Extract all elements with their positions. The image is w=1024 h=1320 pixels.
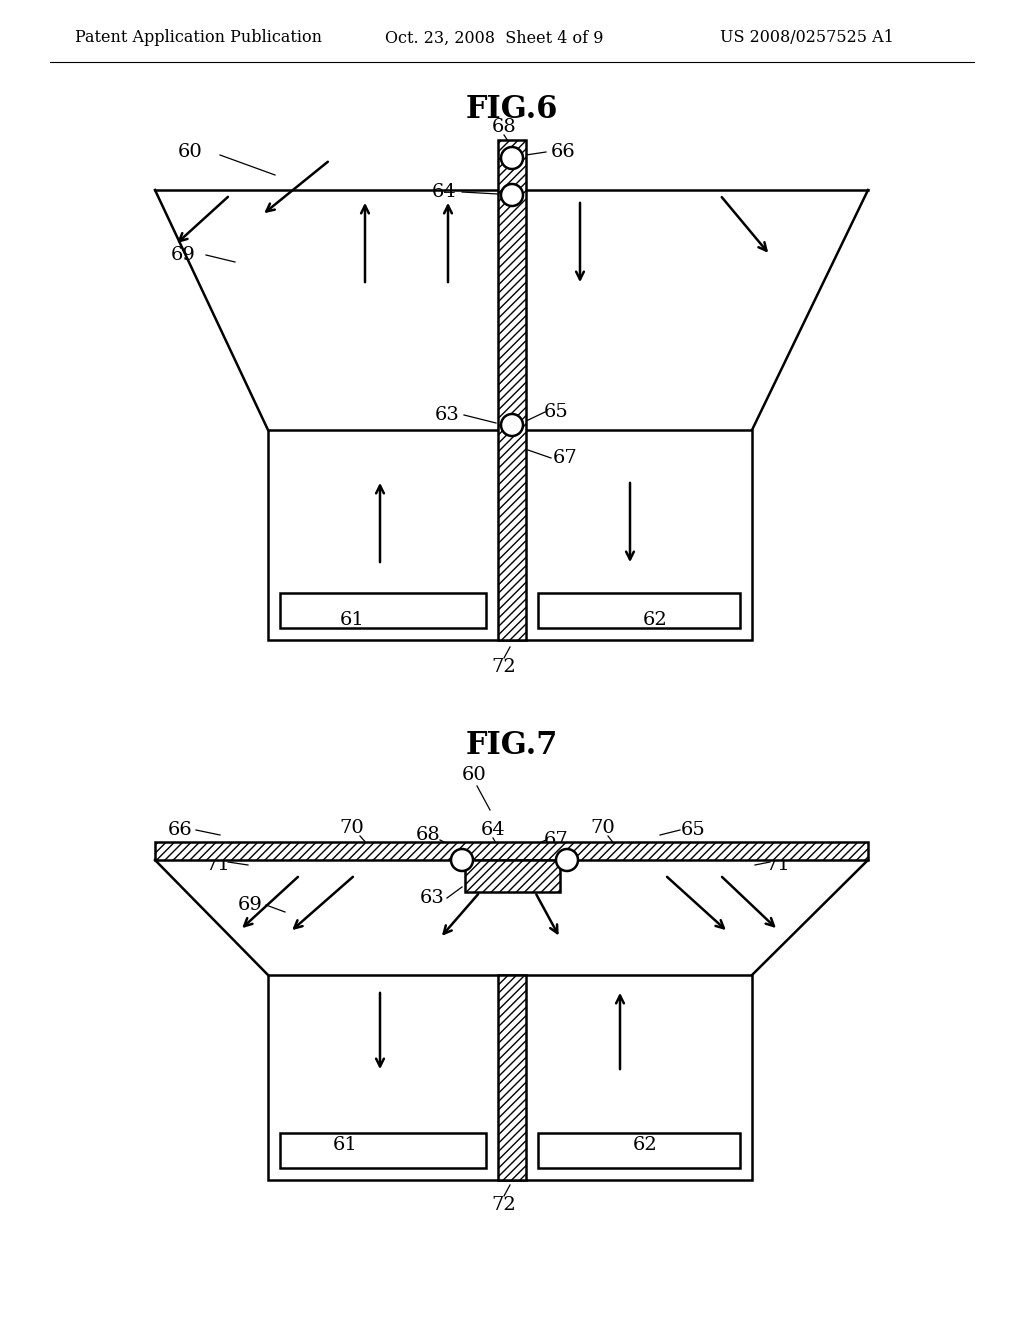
Bar (280, 1133, 486, 1168)
Text: 68: 68 (416, 826, 440, 843)
Text: 65: 65 (681, 821, 706, 840)
Polygon shape (465, 861, 560, 892)
Text: 69: 69 (238, 896, 262, 913)
Text: 64: 64 (432, 183, 457, 201)
Circle shape (501, 183, 523, 206)
Text: 65: 65 (544, 403, 568, 421)
Bar (268, 975, 752, 1180)
Text: 67: 67 (553, 449, 578, 467)
Text: US 2008/0257525 A1: US 2008/0257525 A1 (720, 29, 894, 46)
Circle shape (501, 147, 523, 169)
Text: 70: 70 (591, 818, 615, 837)
Text: 72: 72 (492, 657, 516, 676)
Text: 63: 63 (420, 888, 444, 907)
Polygon shape (498, 975, 526, 1180)
Bar (538, 593, 740, 628)
Text: 67: 67 (544, 832, 568, 849)
Text: 68: 68 (492, 117, 516, 136)
Text: 60: 60 (177, 143, 203, 161)
Text: Oct. 23, 2008  Sheet 4 of 9: Oct. 23, 2008 Sheet 4 of 9 (385, 29, 603, 46)
Text: 60: 60 (462, 766, 486, 784)
Circle shape (501, 414, 523, 436)
Text: Patent Application Publication: Patent Application Publication (75, 29, 322, 46)
Bar (538, 1133, 740, 1168)
Text: 72: 72 (492, 1196, 516, 1214)
Text: FIG.6: FIG.6 (466, 95, 558, 125)
Circle shape (451, 849, 473, 871)
Text: 66: 66 (168, 821, 193, 840)
Text: 69: 69 (171, 246, 196, 264)
Text: 63: 63 (434, 407, 460, 424)
Text: 62: 62 (633, 1137, 657, 1154)
Polygon shape (498, 140, 526, 640)
Text: FIG.7: FIG.7 (466, 730, 558, 760)
Circle shape (556, 849, 578, 871)
Text: 64: 64 (480, 821, 506, 840)
Bar (280, 593, 486, 628)
Text: 71: 71 (206, 855, 230, 874)
Text: 71: 71 (766, 855, 791, 874)
Text: 61: 61 (340, 611, 365, 630)
Text: 61: 61 (333, 1137, 357, 1154)
Bar (268, 430, 752, 640)
Polygon shape (155, 842, 868, 861)
Text: 70: 70 (340, 818, 365, 837)
Text: 66: 66 (551, 143, 575, 161)
Text: 62: 62 (643, 611, 668, 630)
